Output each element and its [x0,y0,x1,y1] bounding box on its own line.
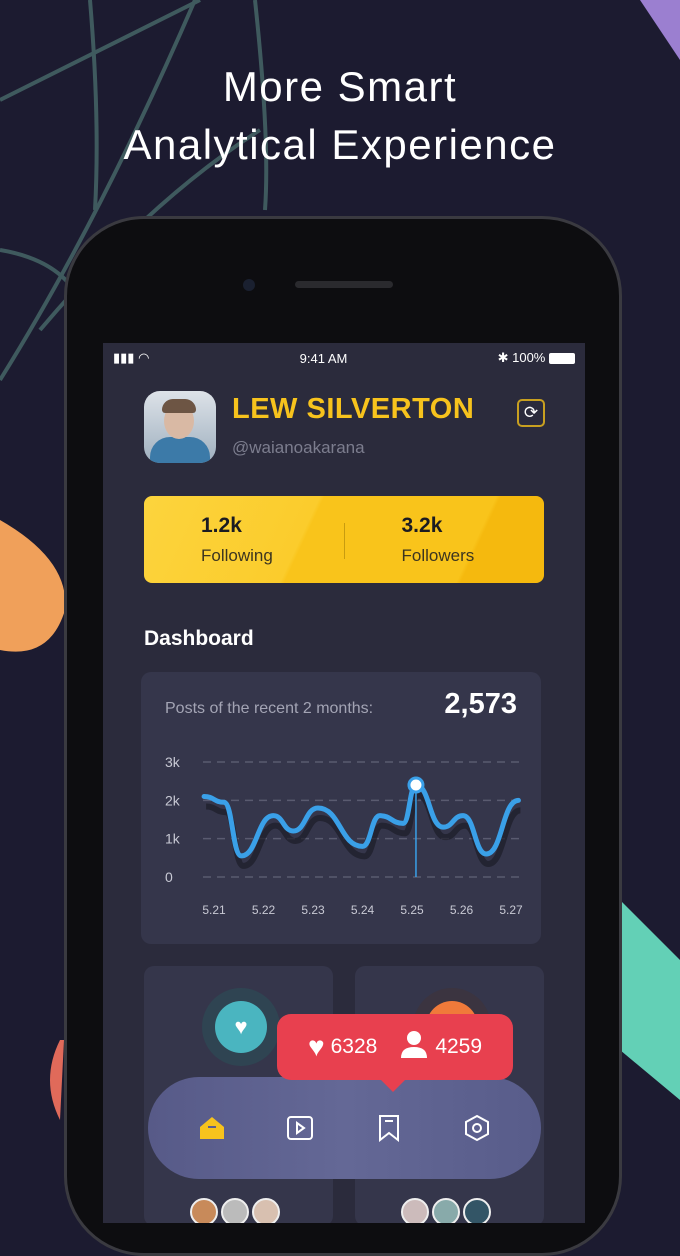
x-tick-label: 5.22 [252,903,276,917]
refresh-icon: ⟳ [523,403,539,422]
y-tick-label: 3k [165,754,181,770]
y-tick-label: 1k [165,831,181,847]
nav-settings-icon[interactable] [462,1113,492,1143]
liker-avatars [190,1198,280,1223]
x-tick-label: 5.25 [400,903,424,917]
posts-total: 2,573 [444,688,517,720]
headline-line2: Analytical Experience [123,121,557,168]
following-label: Following [201,546,273,565]
nav-bookmark-icon[interactable] [374,1113,404,1143]
line-shadow [205,791,522,869]
dashboard-title: Dashboard [144,627,254,650]
following-count: 1.2k [201,514,242,537]
battery-percent: 100% [512,350,546,365]
camera [243,279,255,291]
headline: More Smart Analytical Experience [0,58,680,174]
heart-icon: ♥ [215,1001,267,1053]
x-tick-label: 5.27 [499,903,523,917]
bluetooth-icon: ✱ [497,350,513,365]
heart-icon: ♥ [307,1031,325,1062]
x-tick-label: 5.24 [351,903,375,917]
headline-line1: More Smart [222,63,458,110]
status-bar: ▮▮▮ ◠ 9:41 AM ✱ 100% [103,343,585,373]
profile-name: LEW SILVERTON [232,393,475,425]
x-tick-label: 5.26 [450,903,474,917]
posts-line-chart: 0 1k 2k 3k 5.21 5.22 5.23 5.24 5.25 5.26 5.27 [165,754,523,917]
battery-status: ✱ 100% [498,350,575,366]
likes-circle: ♥ [202,988,280,1066]
y-tick-label: 0 [165,869,173,885]
app-screen: ▮▮▮ ◠ 9:41 AM ✱ 100% LEW SILVERTON @waia… [103,343,585,1223]
user-icon [399,1030,429,1064]
profile-header: LEW SILVERTON @waianoakarana ⟳ [144,391,545,471]
x-tick-label: 5.23 [301,903,325,917]
nav-home-icon[interactable] [197,1113,227,1143]
avatar[interactable] [144,391,216,463]
stats-card: 1.2k Following 3.2k Followers [144,496,544,583]
stat-followers[interactable]: 3.2k Followers [345,496,545,583]
follower-avatars [401,1198,491,1223]
profile-handle: @waianoakarana [232,438,365,457]
stat-following[interactable]: 1.2k Following [144,496,344,583]
posts-chart-card: Posts of the recent 2 months: 2,573 0 1k 2… [141,672,541,944]
battery-icon [548,353,575,365]
nav-video-icon[interactable] [285,1113,315,1143]
status-time: 9:41 AM [299,350,348,366]
highlight-point [407,776,425,794]
tooltip-users: 4259 [435,1035,483,1058]
followers-label: Followers [401,546,475,565]
phone-frame: ▮▮▮ ◠ 9:41 AM ✱ 100% LEW SILVERTON @waia… [64,216,622,1256]
tooltip-likes: 6328 [330,1035,378,1058]
y-tick-label: 2k [165,792,181,808]
x-tick-label: 5.21 [202,903,226,917]
refresh-button[interactable]: ⟳ [517,399,545,427]
bottom-nav [148,1077,541,1179]
chart-caption: Posts of the recent 2 months: [165,700,374,717]
signal-wifi-icon: ▮▮▮ ◠ [113,350,150,365]
speaker [295,281,393,288]
followers-count: 3.2k [401,514,443,537]
series-line [201,782,521,859]
stats-tooltip: ♥ 6328 4259 [277,1014,513,1092]
stats-divider [343,523,345,559]
